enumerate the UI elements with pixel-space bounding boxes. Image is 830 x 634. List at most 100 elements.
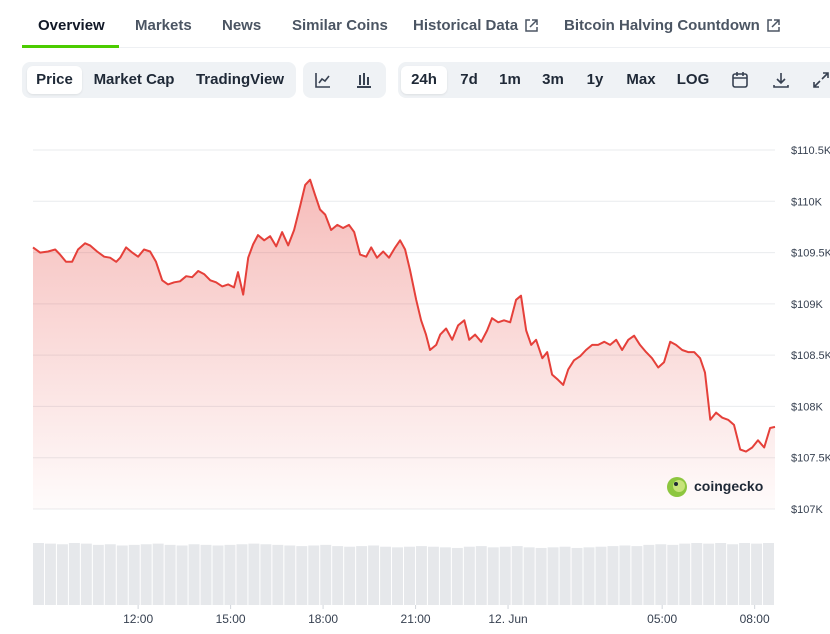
volume-bar [56, 544, 68, 605]
line-chart-icon[interactable] [313, 70, 333, 90]
volume-bar [380, 546, 392, 605]
volume-bar [511, 546, 523, 605]
volume-bar [356, 546, 368, 605]
volume-bar [739, 543, 751, 605]
volume-bar [607, 546, 619, 605]
volume-bar [727, 544, 739, 605]
range-button-label: Max [626, 71, 656, 88]
y-tick-label: $108K [791, 401, 823, 413]
volume-bar [308, 545, 320, 605]
range-button[interactable]: LOG [668, 66, 718, 94]
tab[interactable]: News [222, 17, 261, 34]
volume-bar [715, 543, 727, 605]
volume-bar [679, 543, 691, 605]
watermark: coingecko [667, 477, 763, 497]
mode-button[interactable]: TradingView [186, 66, 294, 94]
mode-button-label: TradingView [195, 71, 285, 88]
volume-bar [152, 543, 164, 605]
volume-bar [499, 546, 511, 605]
mode-button-label: Price [36, 71, 73, 88]
volume-bar [655, 544, 667, 605]
mode-button[interactable]: Price [27, 66, 82, 94]
volume-bar [284, 545, 296, 605]
range-button[interactable]: 1m [491, 66, 529, 94]
mode-button[interactable]: Market Cap [84, 66, 184, 94]
volume-bar [523, 547, 535, 605]
volume-bar [224, 544, 236, 605]
mode-button-label: Market Cap [93, 71, 175, 88]
y-tick-label: $110K [791, 196, 823, 208]
external-link-icon [767, 19, 780, 32]
range-button-label: LOG [676, 71, 710, 88]
tab-divider [22, 47, 830, 48]
range-button[interactable]: Max [617, 66, 665, 94]
volume-bar [44, 543, 56, 605]
range-group [398, 62, 830, 98]
volume-bar [236, 544, 248, 605]
volume-bar [248, 543, 260, 605]
range-button-label: 1y [586, 71, 604, 88]
volume-bar [212, 545, 224, 605]
volume-bar [368, 545, 380, 605]
volume-bar [463, 546, 475, 605]
x-tick-label: 05:00 [647, 612, 677, 626]
range-button-label: 1m [499, 71, 521, 88]
tab-label: Historical Data [413, 17, 519, 34]
y-tick-label: $109K [791, 299, 823, 311]
volume-bar [404, 546, 415, 605]
tab-label: Similar Coins [292, 17, 388, 34]
calendar-icon[interactable] [731, 70, 749, 90]
volume-bar [691, 543, 703, 605]
tab[interactable]: Bitcoin Halving Countdown [564, 17, 781, 34]
volume-bar [703, 543, 715, 605]
tab-label: Bitcoin Halving Countdown [564, 17, 760, 34]
y-tick-label: $110.5K [791, 145, 830, 157]
tab[interactable]: Similar Coins [292, 17, 388, 34]
tab-label: Markets [135, 17, 192, 34]
expand-icon[interactable] [812, 70, 830, 90]
volume-bar [547, 547, 559, 605]
range-button[interactable]: 7d [452, 66, 486, 94]
style-group [303, 62, 386, 98]
volume-bar [188, 544, 200, 605]
volume-bar [439, 547, 451, 605]
volume-bar [296, 546, 308, 605]
volume-bar [643, 544, 655, 605]
x-tick-label: 08:00 [740, 612, 770, 626]
volume-bar [571, 547, 583, 605]
external-link-icon [525, 19, 538, 32]
volume-bar [33, 543, 44, 605]
x-tick-label: 18:00 [308, 612, 338, 626]
y-tick-label: $108.5K [791, 350, 830, 362]
download-icon[interactable] [772, 70, 790, 90]
volume-bar [619, 545, 631, 605]
watermark-text: coingecko [694, 478, 763, 494]
tab[interactable]: Overview [38, 17, 105, 34]
range-button-label: 7d [460, 71, 478, 88]
volume-bar [415, 546, 427, 605]
volume-bar [92, 544, 104, 605]
range-button[interactable]: 1y [577, 66, 613, 94]
volume-bar [140, 544, 152, 605]
volume-bar [260, 544, 272, 605]
volume-bar [320, 544, 332, 605]
range-button[interactable]: 24h [401, 66, 447, 94]
range-button[interactable]: 3m [532, 66, 574, 94]
tab[interactable]: Historical Data [413, 17, 539, 34]
volume-bar [631, 546, 643, 605]
volume-bar [272, 544, 284, 605]
candle-chart-icon[interactable] [354, 70, 374, 90]
volume-bar [332, 546, 344, 605]
y-tick-label: $107K [791, 504, 823, 516]
y-tick-label: $109.5K [791, 248, 830, 260]
volume-bar [392, 547, 403, 605]
volume-bar [487, 547, 499, 605]
price-area [33, 179, 775, 509]
volume-bar [200, 544, 212, 605]
volume-bar [535, 547, 547, 605]
tab[interactable]: Markets [135, 17, 192, 34]
tab-label: News [222, 17, 262, 34]
volume-bar [451, 547, 463, 605]
range-button-label: 24h [411, 71, 437, 88]
volume-bar [344, 546, 356, 605]
